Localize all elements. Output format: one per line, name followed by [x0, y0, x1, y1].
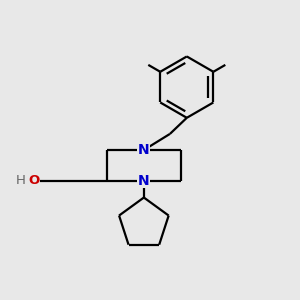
Text: N: N — [138, 143, 150, 157]
Text: N: N — [138, 174, 150, 188]
Text: H: H — [16, 174, 26, 187]
Text: O: O — [28, 174, 39, 187]
